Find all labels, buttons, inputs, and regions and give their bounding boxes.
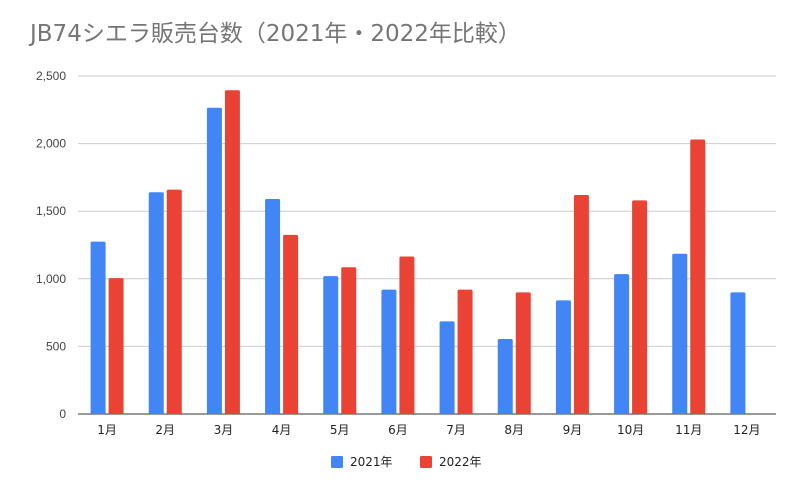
bar-series1 [381, 289, 397, 414]
bars [90, 90, 746, 415]
bar-series2 [457, 289, 473, 414]
y-tick-label: 0 [59, 407, 66, 421]
legend-swatch [331, 456, 343, 468]
bar-series1 [555, 300, 571, 414]
x-tick-label: 12月 [733, 423, 760, 437]
x-axis-ticks: 1月 2月 3月 4月 5月 6月 7月 8月 9月 10月 11月 12月 [97, 423, 760, 437]
bar-series1 [206, 107, 222, 414]
x-tick-label: 10月 [617, 423, 644, 437]
x-tick-label: 1月 [97, 423, 117, 437]
legend-label: 2021年 [350, 455, 393, 469]
bar-series2 [166, 189, 182, 414]
bar-series1 [614, 274, 630, 414]
y-tick-label: 1,000 [36, 272, 66, 286]
bar-series2 [283, 234, 299, 414]
y-tick-label: 500 [46, 339, 66, 353]
bar-series2 [632, 200, 648, 414]
bar-series1 [323, 276, 339, 414]
x-tick-label: 8月 [504, 423, 524, 437]
x-tick-label: 2月 [155, 423, 175, 437]
bar-series2 [573, 194, 589, 414]
bar-series2 [515, 292, 531, 414]
bar-series2 [224, 90, 240, 415]
y-axis-ticks: 0 500 1,000 1,500 2,000 2,500 [36, 69, 66, 421]
x-tick-label: 7月 [446, 423, 466, 437]
x-tick-label: 3月 [214, 423, 234, 437]
bar-series1 [148, 192, 164, 414]
x-tick-label: 5月 [330, 423, 350, 437]
bar-series1 [672, 253, 688, 414]
bar-series1 [439, 321, 455, 414]
bar-series1 [497, 338, 513, 414]
x-tick-label: 11月 [675, 423, 702, 437]
bar-series2 [399, 256, 415, 414]
chart-title: JB74シエラ販売台数（2021年・2022年比較） [30, 21, 521, 47]
x-tick-label: 6月 [388, 423, 408, 437]
x-tick-label: 4月 [272, 423, 292, 437]
legend: 2021年 2022年 [331, 455, 482, 469]
bar-series2 [108, 278, 124, 414]
grid-lines [78, 75, 776, 415]
y-tick-label: 1,500 [36, 204, 66, 218]
bar-series1 [265, 199, 281, 414]
bar-series2 [690, 139, 706, 414]
x-tick-label: 9月 [563, 423, 583, 437]
legend-swatch [420, 456, 432, 468]
bar-series2 [341, 267, 357, 414]
legend-label: 2022年 [439, 455, 482, 469]
bar-series1 [90, 241, 106, 414]
y-tick-label: 2,500 [36, 69, 66, 83]
y-tick-label: 2,000 [36, 137, 66, 151]
bar-series1 [730, 292, 746, 414]
